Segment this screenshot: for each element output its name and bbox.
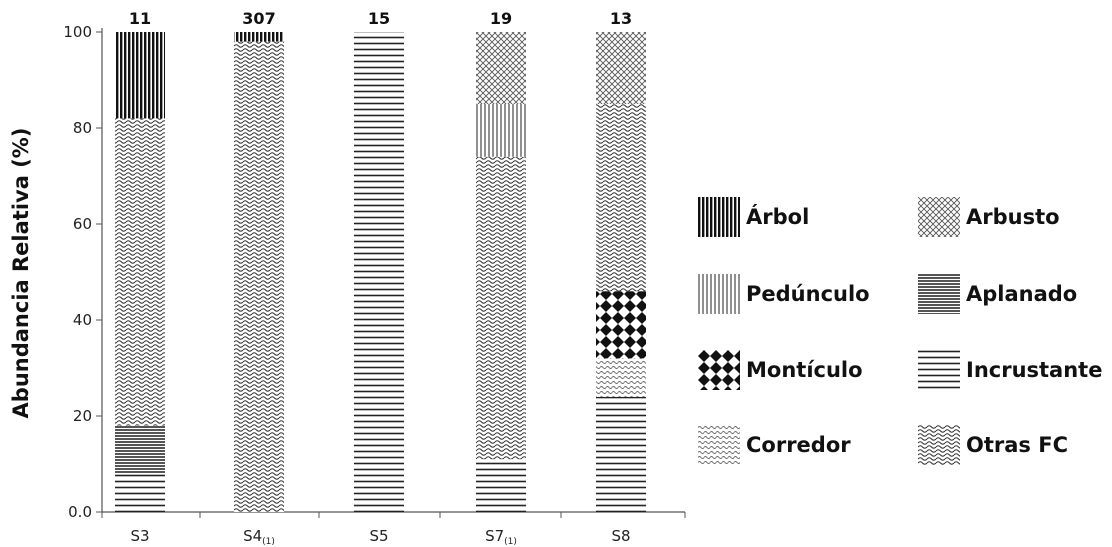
legend-label: Aplanado bbox=[966, 282, 1078, 306]
bar-totals: 11 307 15 19 13 bbox=[129, 9, 632, 28]
bar-total-label: 307 bbox=[242, 9, 275, 28]
bar-segment-Otras FC bbox=[476, 156, 526, 460]
legend-item: Pedúnculo bbox=[698, 274, 870, 314]
y-tick-label: 20 bbox=[73, 407, 92, 425]
legend-label: Incrustante bbox=[966, 358, 1103, 382]
bar-segment-Arbusto bbox=[476, 32, 526, 104]
legend-swatch bbox=[918, 425, 960, 465]
bars bbox=[115, 32, 646, 512]
bar-segment-Incrustante bbox=[115, 473, 165, 512]
bar-segment-Otras FC bbox=[596, 104, 646, 292]
legend-swatch bbox=[698, 274, 740, 314]
y-tick-labels: 0.0 20 40 60 80 100 bbox=[63, 23, 102, 521]
y-tick-label: 80 bbox=[73, 119, 92, 137]
bar-segment-Aplanado bbox=[115, 425, 165, 474]
legend-item: Corredor bbox=[698, 425, 851, 465]
bar-segment-Otras FC bbox=[234, 41, 284, 512]
legend-item: Montículo bbox=[698, 350, 863, 390]
legend-label: Pedúnculo bbox=[746, 282, 870, 306]
legend-item: Árbol bbox=[698, 197, 809, 237]
bar-segment-Corredor bbox=[596, 358, 646, 397]
legend-swatch bbox=[698, 350, 740, 390]
y-tick-label: 40 bbox=[73, 311, 92, 329]
y-tick-label: 60 bbox=[73, 215, 92, 233]
legend-swatch bbox=[918, 350, 960, 390]
bar-segment-Incrustante bbox=[354, 32, 404, 512]
x-tick-label: S8 bbox=[611, 527, 630, 545]
legend-swatch bbox=[698, 197, 740, 237]
legend-label: Corredor bbox=[746, 433, 851, 457]
legend-item: Aplanado bbox=[918, 274, 1077, 314]
bar-segment-Incrustante bbox=[596, 396, 646, 512]
bar-segment-Árbol bbox=[115, 32, 165, 119]
bar-total-label: 19 bbox=[490, 9, 512, 28]
y-tick-label: 100 bbox=[63, 23, 92, 41]
bar-total-label: 15 bbox=[368, 9, 390, 28]
bar-segment-Pedúnculo bbox=[476, 104, 526, 157]
bar-segment-Arbusto bbox=[596, 32, 646, 104]
x-tick-labels: S3 S4(1) S5 S7(1) S8 bbox=[101, 512, 686, 547]
x-tick-label: S3 bbox=[130, 527, 149, 545]
legend-item: Arbusto bbox=[918, 197, 1060, 237]
bar-total-label: 11 bbox=[129, 9, 151, 28]
bar-segment-Montículo bbox=[596, 291, 646, 359]
legend-item: Incrustante bbox=[918, 350, 1102, 390]
bar-total-label: 13 bbox=[610, 9, 632, 28]
bar-segment-Incrustante bbox=[476, 459, 526, 512]
legend-label: Montículo bbox=[746, 358, 863, 382]
y-axis-label: Abundancia Relativa (%) bbox=[9, 128, 33, 419]
x-tick-label: S5 bbox=[369, 527, 388, 545]
legend-item: Otras FC bbox=[918, 425, 1068, 465]
x-tick-label: S4(1) bbox=[243, 527, 275, 547]
bar-segment-Árbol bbox=[234, 32, 284, 42]
legend-label: Arbusto bbox=[966, 205, 1060, 229]
legend-label: Árbol bbox=[746, 205, 810, 229]
x-tick-label: S7(1) bbox=[485, 527, 517, 547]
legend-swatch bbox=[918, 197, 960, 237]
legend-label: Otras FC bbox=[966, 433, 1068, 457]
y-tick-label: 0.0 bbox=[68, 503, 92, 521]
bar-segment-Otras FC bbox=[115, 118, 165, 426]
legend-swatch bbox=[698, 425, 740, 465]
legend-swatch bbox=[918, 274, 960, 314]
